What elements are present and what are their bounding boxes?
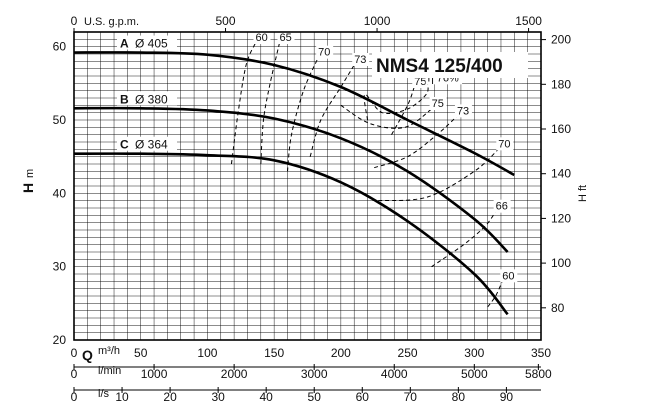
right-tick-label: 140 <box>551 167 571 181</box>
bottom-tick-label: 3000 <box>301 367 328 381</box>
right-tick-label: 100 <box>551 256 571 270</box>
efficiency-label-backdrop <box>496 137 514 151</box>
curve-label: A <box>120 37 129 51</box>
bottom-tick-label: 50 <box>308 390 322 404</box>
bottom-tick-label: 20 <box>163 390 177 404</box>
efficiency-label-backdrop <box>493 199 511 213</box>
efficiency-line <box>286 57 319 172</box>
right-tick-label: 180 <box>551 77 571 91</box>
efficiency-line <box>340 104 432 129</box>
q-axis-unit: m³/h <box>98 345 120 357</box>
plot-frame <box>73 31 542 341</box>
bottom-tick-label: 10 <box>115 390 129 404</box>
right-axis-label: H ft <box>577 185 589 202</box>
top-tick-label: 500 <box>216 14 236 28</box>
bottom-tick-label: 80 <box>452 390 466 404</box>
efficiency-label: 66 <box>496 201 508 213</box>
curve-label: C <box>120 138 129 152</box>
bottom-tick-label: 5800 <box>525 367 552 381</box>
efficiency-label: 70 <box>498 138 510 150</box>
efficiency-line <box>230 42 256 165</box>
efficiency-label: 60 <box>502 270 514 282</box>
bottom-tick-label: 0 <box>71 346 78 360</box>
bottom-tick-label: 4000 <box>381 367 408 381</box>
efficiency-label: 65 <box>279 32 291 44</box>
efficiency-label-backdrop <box>500 269 518 283</box>
lmin-axis-unit: l/min <box>98 365 121 377</box>
head-curve <box>73 152 509 316</box>
efficiency-label-backdrop <box>412 75 430 88</box>
efficiency-label-backdrop <box>253 31 271 44</box>
efficiency-line <box>487 281 503 308</box>
efficiency-label-backdrop <box>316 45 334 59</box>
curve-label-backdrop <box>117 35 177 50</box>
ls-axis-unit: l/s <box>98 388 110 400</box>
bottom-tick-label: 40 <box>260 390 274 404</box>
left-tick-label: 60 <box>53 40 67 54</box>
right-tick-label: 200 <box>551 33 571 47</box>
efficiency-line <box>391 86 415 135</box>
bottom-tick-label: 5000 <box>461 367 488 381</box>
top-axis-label: U.S. g.p.m. <box>84 16 139 28</box>
bottom-tick-label: 350 <box>531 346 551 360</box>
head-curve <box>73 51 515 177</box>
bottom-tick-label: 150 <box>264 346 284 360</box>
efficiency-label-backdrop <box>277 31 295 44</box>
curve-diameter: Ø 364 <box>135 138 168 152</box>
bottom-tick-label: 50 <box>134 346 148 360</box>
efficiency-label: 73 <box>457 105 469 117</box>
chart-title: NMS4 125/400 <box>376 56 503 77</box>
right-tick-label: 160 <box>551 122 571 136</box>
bottom-tick-label: 1000 <box>141 367 168 381</box>
curve-label-backdrop <box>117 136 177 151</box>
title-backdrop <box>372 52 528 78</box>
curve-diameter: Ø 380 <box>135 92 168 106</box>
bottom-tick-label: 300 <box>464 346 484 360</box>
bottom-tick-label: 60 <box>356 390 370 404</box>
left-axis-label: H <box>20 183 36 193</box>
efficiency-label: 60 <box>255 32 267 44</box>
q-axis-label: Q <box>82 347 93 363</box>
efficiency-label-backdrop <box>352 53 370 66</box>
bottom-tick-label: 200 <box>331 346 351 360</box>
right-tick-label: 120 <box>551 211 571 225</box>
right-tick-label: 80 <box>551 301 565 315</box>
head-curves: A Ø 405 B Ø 380 C Ø 364 <box>73 35 515 316</box>
top-tick-label: 1000 <box>364 14 391 28</box>
efficiency-line <box>431 211 497 268</box>
efficiency-label: 73 <box>354 54 366 66</box>
bottom-tick-label: 0 <box>71 390 78 404</box>
efficiency-label: 70 <box>318 47 330 59</box>
grid <box>73 31 542 341</box>
efficiency-label-backdrop <box>429 97 447 110</box>
curve-diameter: Ø 405 <box>135 37 168 51</box>
curve-label-backdrop <box>117 91 177 106</box>
efficiency-line <box>378 148 499 202</box>
efficiency-line <box>374 115 458 169</box>
efficiency-label: 75 <box>432 98 444 110</box>
left-tick-label: 20 <box>53 333 67 347</box>
head-curve <box>73 106 509 253</box>
top-tick-label: 0 <box>71 14 78 28</box>
bottom-tick-label: 100 <box>197 346 217 360</box>
left-tick-label: 50 <box>53 113 67 127</box>
bottom-tick-label: 70 <box>404 390 418 404</box>
left-axis-unit: m <box>24 169 36 178</box>
efficiency-line <box>309 64 355 157</box>
efficiency-label-backdrop <box>454 104 472 118</box>
bottom-tick-label: 90 <box>500 390 514 404</box>
bottom-tick-label: 250 <box>398 346 418 360</box>
left-tick-label: 30 <box>53 260 67 274</box>
bottom-tick-label: 0 <box>71 367 78 381</box>
efficiency-label: 75 <box>414 76 426 88</box>
top-tick-label: 1500 <box>515 14 542 28</box>
curve-label: B <box>120 92 129 106</box>
bottom-tick-label: 2000 <box>221 367 248 381</box>
left-tick-label: 40 <box>53 186 67 200</box>
bottom-tick-label: 30 <box>211 390 225 404</box>
